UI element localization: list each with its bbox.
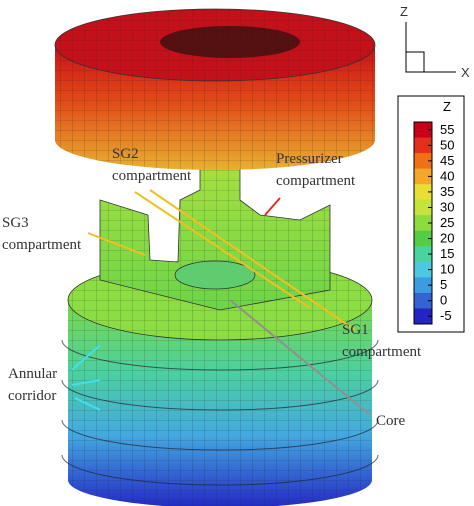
colorbar-band (414, 153, 432, 170)
z-label: Z (400, 4, 408, 19)
annotation-label: Pressurizer (276, 151, 343, 167)
rings (61, 339, 379, 486)
mesh-model (54, 8, 379, 506)
colorbar-tick-label: 35 (440, 184, 454, 199)
arrow (74, 397, 101, 411)
colorbar-band (414, 199, 432, 216)
colorbar-band (414, 137, 432, 154)
x-label: X (461, 65, 470, 80)
colorbar-band (414, 246, 432, 263)
arrow (149, 189, 356, 331)
colorbar-band (414, 261, 432, 278)
annotation-label: SG3 (2, 215, 29, 231)
axes-triad: Z X (400, 4, 470, 80)
core-cavity (174, 260, 256, 290)
colorbar-band (414, 184, 432, 201)
annotations: SG2 compartment Pressurizer compartment SG3 c… (2, 146, 422, 429)
annotation-label: corridor (8, 388, 56, 404)
colorbar-band (414, 168, 432, 185)
annotation-label: compartment (112, 168, 192, 184)
arrow (229, 299, 371, 416)
arrows (71, 189, 371, 416)
colorbar-tick-label: 45 (440, 153, 454, 168)
colorbar-tick-label: 25 (440, 215, 454, 230)
colorbar-band (414, 277, 432, 294)
colorbar-tick-label: 15 (440, 246, 454, 261)
annotation-label: Core (376, 413, 406, 429)
colorbar-title: Z (443, 99, 451, 114)
colorbar-tick-label: 30 (440, 199, 454, 214)
colorbar-tick-label: 5 (440, 277, 447, 292)
colorbar-tick-label: 20 (440, 231, 454, 246)
arrow (264, 197, 281, 216)
annotation-label: SG1 (342, 322, 369, 338)
colorbar-band (414, 308, 432, 325)
arrow (71, 379, 101, 386)
annotation-label: Annular (8, 366, 57, 382)
colorbar-tick-label: 55 (440, 122, 454, 137)
annotation-label: compartment (342, 344, 422, 360)
colorbar-tick-label: 40 (440, 168, 454, 183)
annotation-label: compartment (2, 237, 82, 253)
colorbar-band (414, 122, 432, 139)
cap-opening (160, 26, 300, 58)
arrow (134, 191, 311, 309)
lower-mesh (68, 300, 372, 506)
colorbar-band (414, 292, 432, 309)
triad-box (405, 51, 425, 73)
colorbar-tick-label: 0 (440, 293, 447, 308)
colorbar-tick-label: -5 (440, 308, 452, 323)
colorbar-tick-label: 50 (440, 137, 454, 152)
colorbar-band (414, 215, 432, 232)
annotation-label: compartment (276, 173, 356, 189)
arrow (87, 232, 146, 256)
colorbar-tick-label: 10 (440, 262, 454, 277)
annotation-label: SG2 (112, 146, 139, 162)
arrow (71, 344, 101, 371)
colorbar-band (414, 230, 432, 247)
